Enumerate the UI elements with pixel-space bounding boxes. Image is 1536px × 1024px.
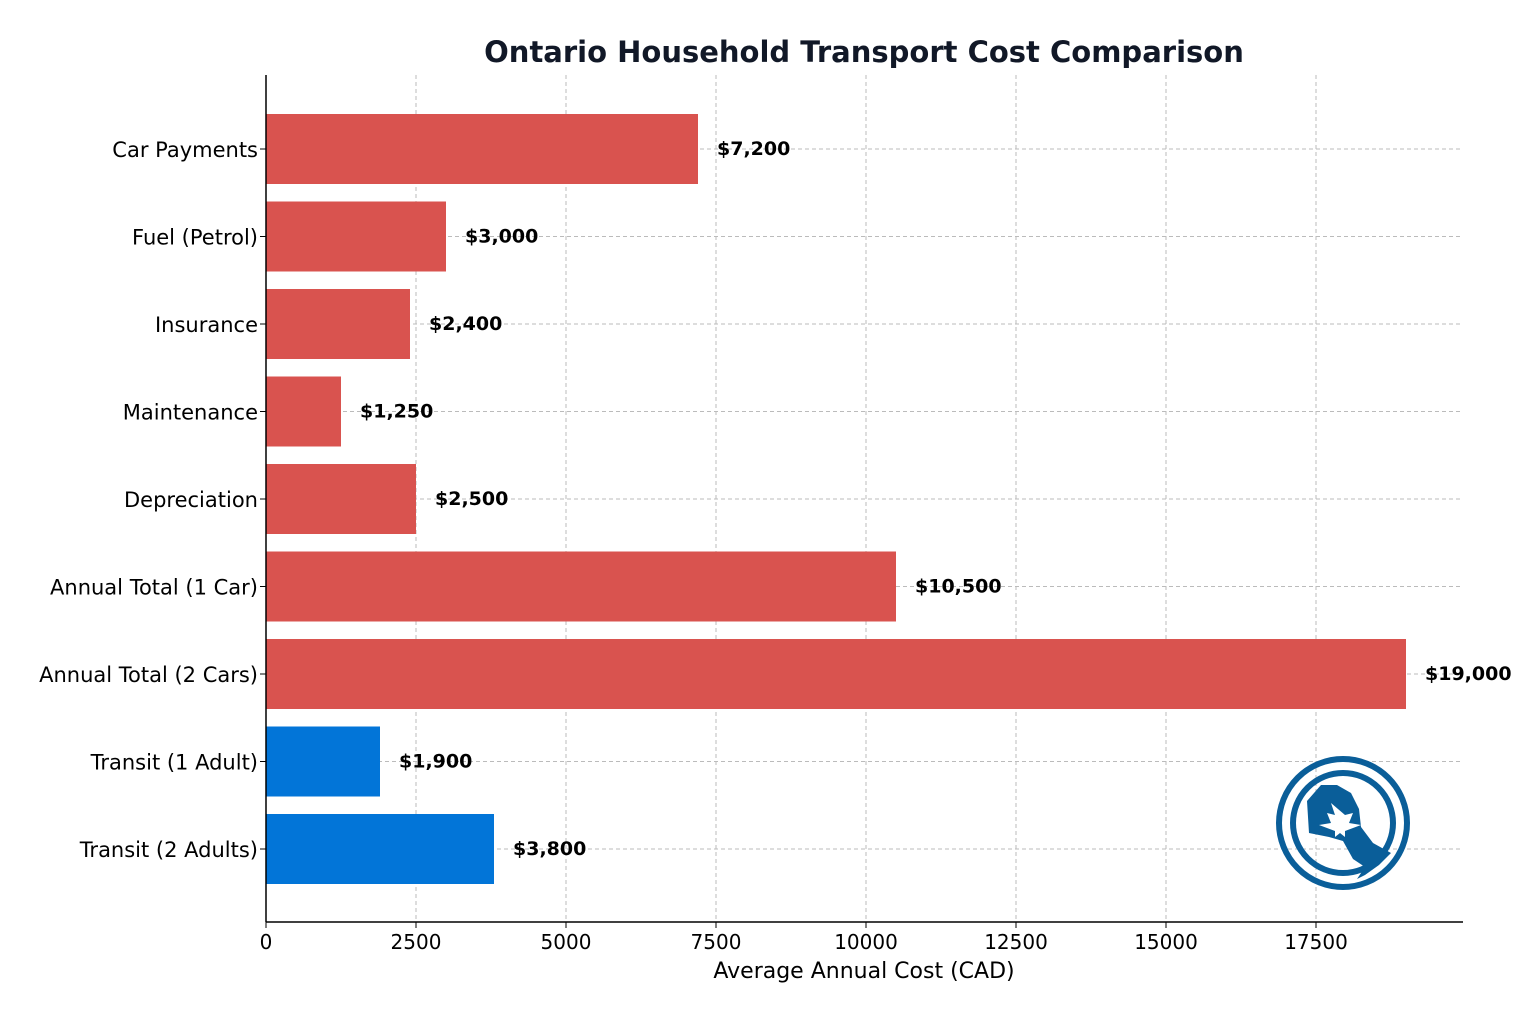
bar: [266, 464, 416, 534]
chart-title: Ontario Household Transport Cost Compari…: [484, 35, 1244, 69]
y-tick-label: Transit (2 Adults): [79, 838, 258, 862]
x-tick-label: 2500: [391, 930, 442, 954]
x-tick-label: 5000: [541, 930, 592, 954]
data-label: $3,000: [465, 226, 538, 248]
bars: [266, 114, 1406, 884]
data-labels: $7,200 $3,000 $2,400 $1,250 $2,500 $10,500 $19…: [360, 138, 1512, 860]
bar: [266, 289, 410, 359]
data-label: $3,800: [513, 838, 586, 860]
bar: [266, 814, 494, 884]
ontario-logo-icon: [1276, 756, 1410, 890]
x-tick-label: 17500: [1284, 930, 1348, 954]
x-tick-label: 0: [260, 930, 273, 954]
bar: [266, 551, 896, 622]
data-label: $1,250: [360, 401, 433, 423]
y-tick-label: Insurance: [155, 313, 258, 337]
data-label: $7,200: [717, 138, 790, 160]
y-tick-label: Annual Total (2 Cars): [39, 663, 258, 687]
x-tick-label: 12500: [984, 930, 1048, 954]
y-tick-label: Car Payments: [112, 138, 258, 162]
data-label: $2,400: [429, 313, 502, 335]
x-tick-labels: 0 2500 5000 7500 10000 12500 15000 17500: [260, 922, 1348, 954]
bar: [266, 376, 341, 447]
y-tick-label: Annual Total (1 Car): [50, 576, 258, 600]
data-label: $1,900: [399, 751, 472, 773]
data-label: $10,500: [915, 576, 1002, 598]
bar: [266, 639, 1406, 709]
bar: [266, 114, 698, 184]
y-tick-label: Transit (1 Adult): [90, 751, 258, 775]
x-tick-label: 7500: [691, 930, 742, 954]
bar: [266, 726, 380, 797]
data-label: $2,500: [435, 488, 508, 510]
x-axis-label: Average Annual Cost (CAD): [713, 959, 1014, 984]
x-tick-label: 15000: [1134, 930, 1198, 954]
y-tick-label: Maintenance: [123, 401, 258, 425]
y-tick-label: Depreciation: [124, 488, 258, 512]
x-tick-label: 10000: [834, 930, 898, 954]
data-label: $19,000: [1425, 663, 1512, 685]
y-tick-labels: Car Payments Fuel (Petrol) Insurance Mainte…: [39, 138, 266, 862]
bar: [266, 201, 446, 272]
y-tick-label: Fuel (Petrol): [132, 226, 258, 250]
